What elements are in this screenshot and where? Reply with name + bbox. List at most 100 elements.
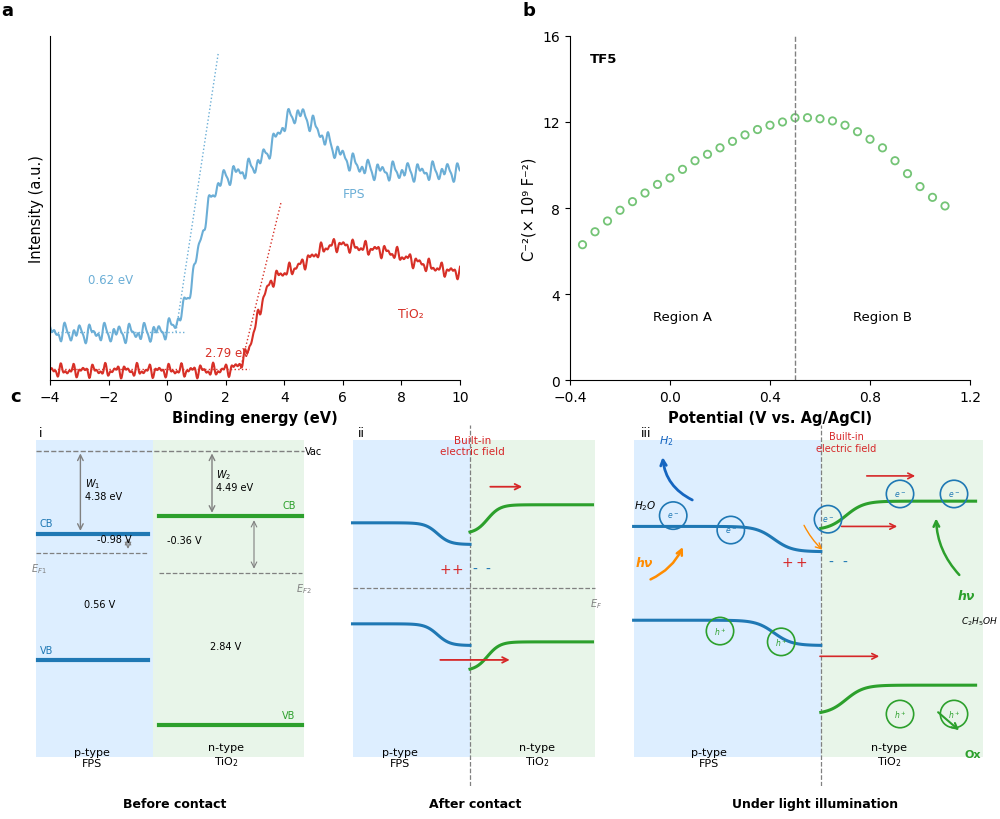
Point <box>874 142 891 155</box>
Point <box>624 196 641 209</box>
Y-axis label: C⁻²(× 10⁹ F⁻²): C⁻²(× 10⁹ F⁻²) <box>522 157 537 260</box>
Text: hν: hν <box>635 556 653 569</box>
Bar <box>153 441 304 758</box>
Text: After contact: After contact <box>429 797 521 810</box>
Point <box>650 179 666 192</box>
Text: VB: VB <box>282 710 295 720</box>
Text: a: a <box>1 2 13 20</box>
Point <box>712 142 728 155</box>
Text: $e^-$: $e^-$ <box>894 490 906 499</box>
Text: $C_2H_5OH$: $C_2H_5OH$ <box>961 615 998 627</box>
Text: FPS: FPS <box>343 188 365 201</box>
Y-axis label: Intensity (a.u.): Intensity (a.u.) <box>29 155 44 263</box>
Text: $h^+$: $h^+$ <box>775 636 787 648</box>
Point <box>912 181 928 194</box>
Point <box>924 192 940 205</box>
Text: VB: VB <box>40 645 53 655</box>
Text: -: - <box>485 563 490 577</box>
Text: c: c <box>10 387 21 405</box>
Bar <box>36 441 153 758</box>
Point <box>700 148 716 161</box>
Text: -: - <box>842 555 847 569</box>
Text: $H_2O$: $H_2O$ <box>634 499 656 513</box>
Point <box>662 172 678 185</box>
Point <box>737 129 753 143</box>
Text: TiO₂: TiO₂ <box>398 307 424 320</box>
Text: n-type
TiO$_2$: n-type TiO$_2$ <box>208 743 244 768</box>
Point <box>674 164 690 177</box>
Point <box>724 136 740 149</box>
Text: -0.98 V: -0.98 V <box>97 534 131 544</box>
Point <box>787 112 803 125</box>
Text: CB: CB <box>282 500 296 511</box>
Text: $h^+$: $h^+$ <box>948 708 960 720</box>
Bar <box>821 441 983 758</box>
Text: Ox: Ox <box>965 749 981 759</box>
Point <box>862 133 878 147</box>
X-axis label: Binding energy (eV): Binding energy (eV) <box>172 410 338 425</box>
Text: n-type
TiO$_2$: n-type TiO$_2$ <box>871 743 907 768</box>
Text: hν: hν <box>958 589 975 602</box>
Point <box>837 120 853 133</box>
Text: iii: iii <box>641 427 651 440</box>
Text: $e^-$: $e^-$ <box>822 515 834 524</box>
Text: Region B: Region B <box>853 310 912 324</box>
Point <box>774 116 790 129</box>
Text: 2.84 V: 2.84 V <box>210 641 242 651</box>
Point <box>587 226 603 239</box>
Text: 0.56 V: 0.56 V <box>84 599 116 609</box>
Text: $e^-$: $e^-$ <box>667 511 679 521</box>
Text: p-type
FPS: p-type FPS <box>691 747 727 768</box>
Point <box>812 113 828 126</box>
Text: $W_1$
4.38 eV: $W_1$ 4.38 eV <box>85 477 122 501</box>
Text: Region A: Region A <box>653 310 712 324</box>
Text: Built-in
electric field: Built-in electric field <box>440 435 505 457</box>
Text: $W_2$
4.49 eV: $W_2$ 4.49 eV <box>216 468 253 492</box>
Text: -0.36 V: -0.36 V <box>167 535 201 545</box>
Text: n-type
TiO$_2$: n-type TiO$_2$ <box>520 743 556 768</box>
Text: CB: CB <box>40 518 53 529</box>
Text: +: + <box>781 555 793 569</box>
Text: 0.62 eV: 0.62 eV <box>88 274 133 287</box>
Text: $e^-$: $e^-$ <box>725 526 737 535</box>
Bar <box>634 441 821 758</box>
Text: $E_{F1}$: $E_{F1}$ <box>31 562 47 576</box>
Point <box>600 215 616 229</box>
Text: $E_F$: $E_F$ <box>590 596 602 610</box>
Text: TF5: TF5 <box>590 52 617 66</box>
Text: +: + <box>439 563 451 577</box>
Text: Built-in
electric field: Built-in electric field <box>816 432 876 453</box>
Point <box>824 115 840 129</box>
Text: p-type
FPS: p-type FPS <box>74 747 110 768</box>
Point <box>887 155 903 168</box>
Point <box>762 120 778 133</box>
X-axis label: Potential (V vs. Ag/AgCl): Potential (V vs. Ag/AgCl) <box>668 410 872 425</box>
Point <box>574 239 590 252</box>
Text: $e^-$: $e^-$ <box>948 490 960 499</box>
Point <box>800 112 816 125</box>
Text: Vac: Vac <box>305 446 322 456</box>
Text: b: b <box>522 2 535 20</box>
Text: +: + <box>796 555 807 569</box>
Point <box>937 200 953 213</box>
Text: $h^+$: $h^+$ <box>714 626 726 637</box>
Text: +: + <box>452 563 463 577</box>
Point <box>900 168 916 181</box>
Text: 2.79 eV: 2.79 eV <box>205 346 250 359</box>
Text: -: - <box>828 555 833 569</box>
Text: $h^+$: $h^+$ <box>894 708 906 720</box>
Text: $E_{F2}$: $E_{F2}$ <box>296 581 312 595</box>
Text: -: - <box>473 563 477 577</box>
Bar <box>352 441 470 758</box>
Text: p-type
FPS: p-type FPS <box>382 747 418 768</box>
Point <box>750 124 766 137</box>
Point <box>612 205 628 218</box>
Text: ii: ii <box>358 427 364 440</box>
Point <box>850 126 866 139</box>
Text: Under light illumination: Under light illumination <box>732 797 898 810</box>
Text: $H_2$: $H_2$ <box>659 434 673 448</box>
Point <box>637 188 653 201</box>
Point <box>687 155 703 168</box>
Bar <box>470 441 595 758</box>
Text: i: i <box>38 427 42 440</box>
